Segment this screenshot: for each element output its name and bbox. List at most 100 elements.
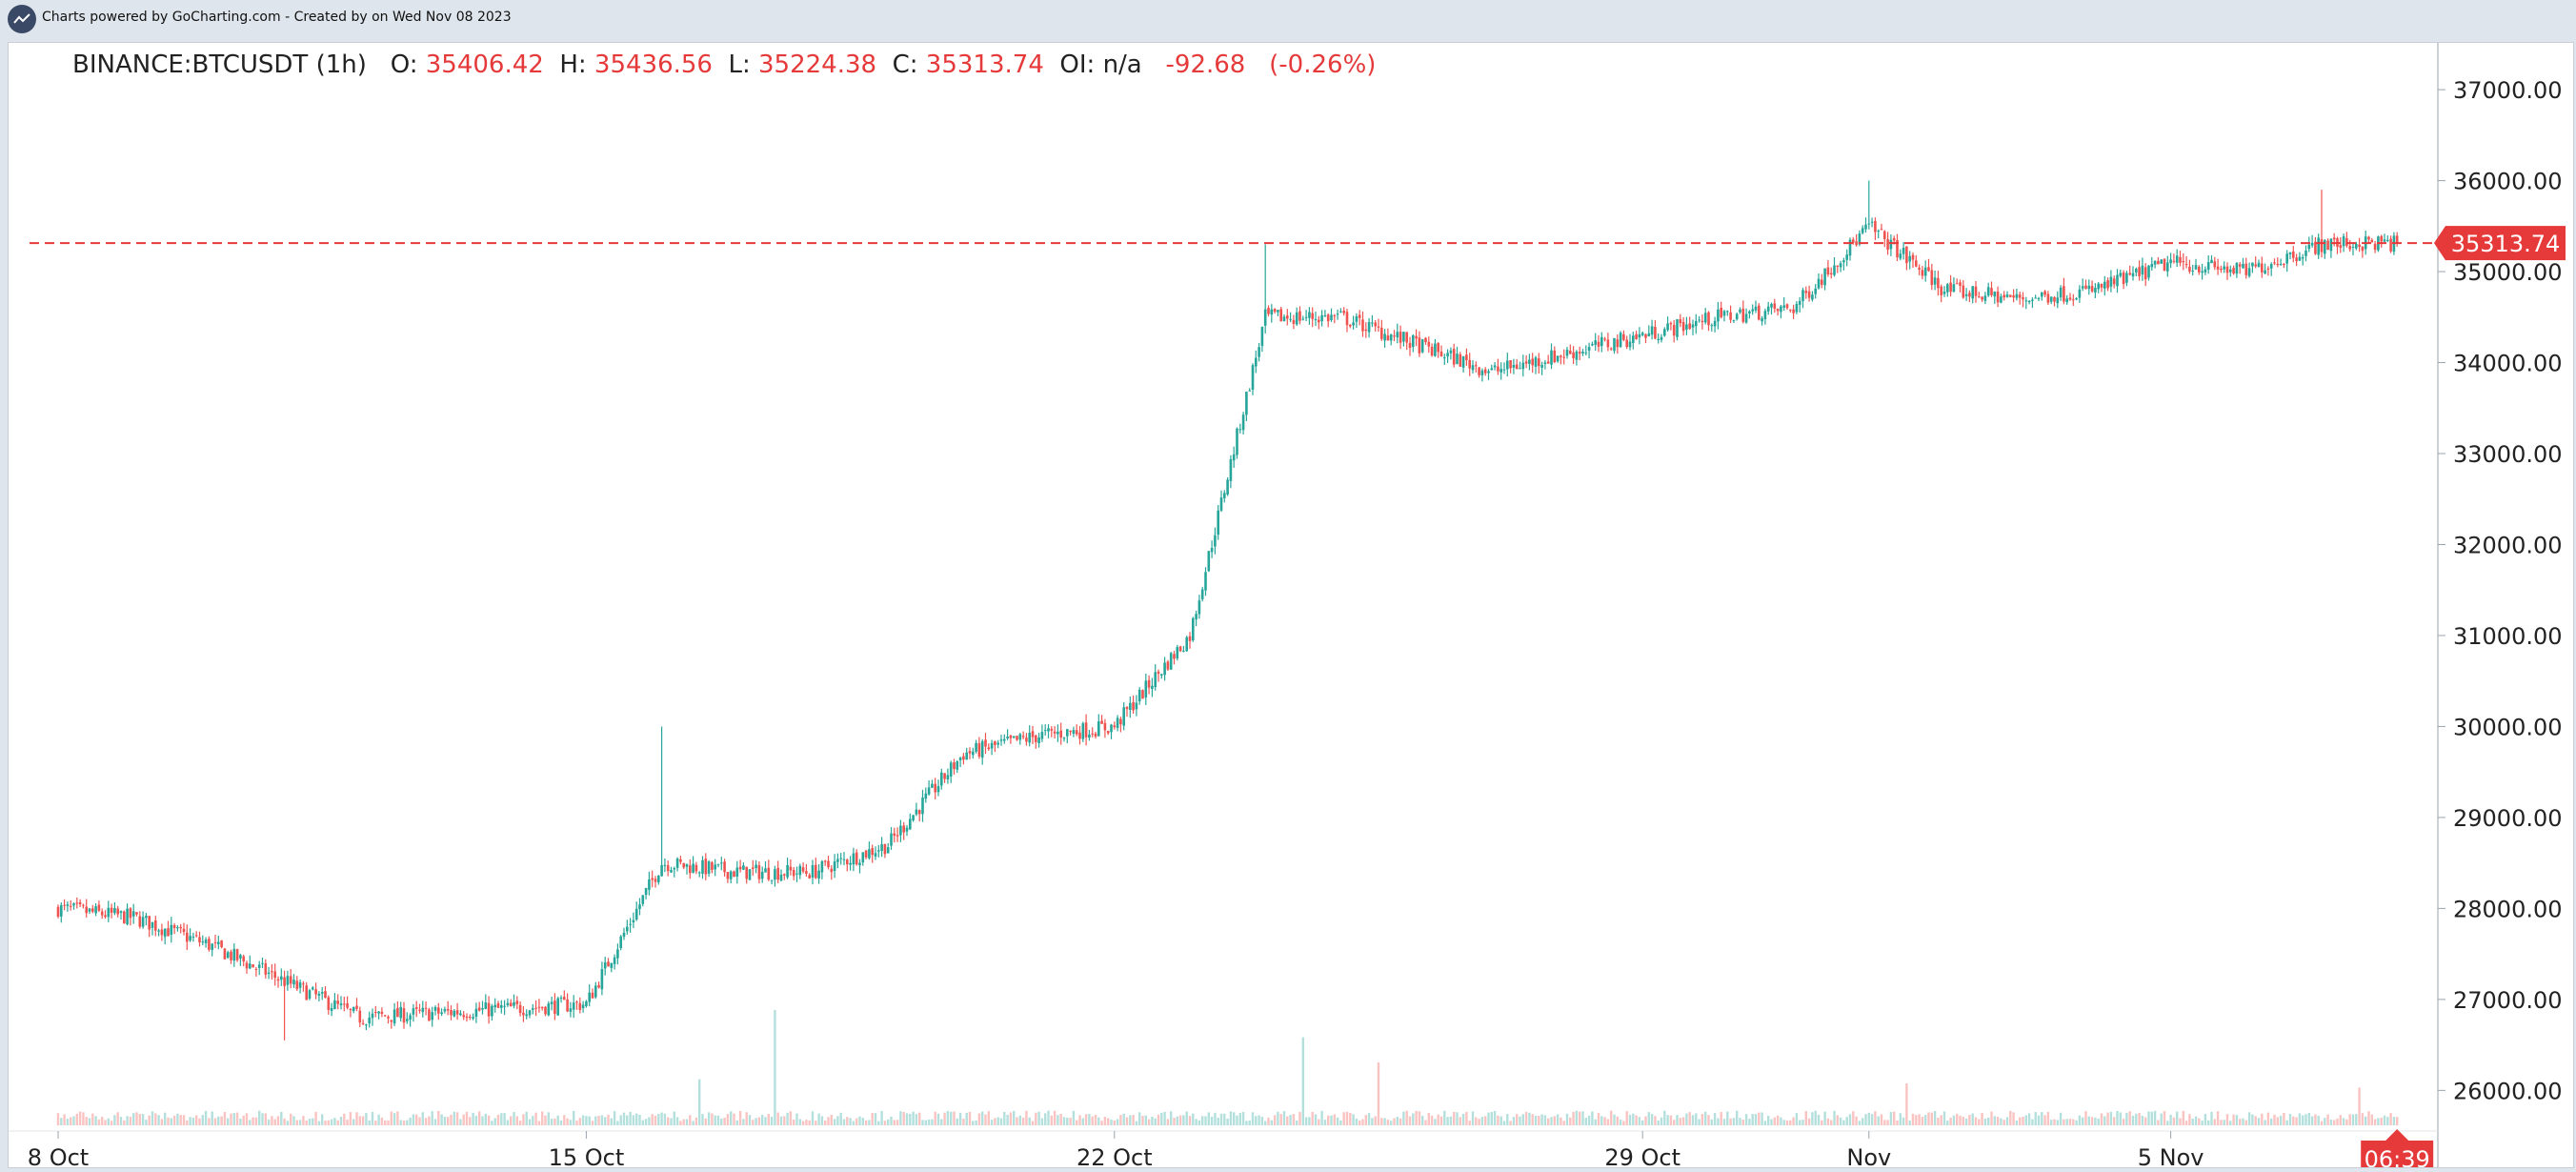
volume-bar [72, 1116, 75, 1125]
volume-bar [1135, 1121, 1138, 1125]
volume-bar [392, 1113, 396, 1125]
open-value: 35406.42 [425, 51, 544, 79]
candle-body [145, 916, 148, 919]
candle-body [689, 865, 692, 874]
candle-body [685, 863, 689, 867]
volume-bar [716, 1115, 720, 1125]
candle-body [2361, 246, 2365, 252]
candle-body [406, 1019, 409, 1021]
volume-bar [1151, 1116, 1154, 1125]
candle-body [2232, 268, 2235, 274]
x-tick-label: 29 Oct [1604, 1144, 1680, 1167]
volume-bar [132, 1113, 135, 1125]
volume-bar [2031, 1119, 2034, 1125]
volume-bar [119, 1117, 123, 1125]
candle-body [1635, 333, 1638, 339]
candle-body [56, 906, 60, 917]
candle-body [2027, 300, 2031, 303]
candle-body [755, 864, 757, 869]
volume-bar [2000, 1118, 2002, 1125]
volume-bar [1789, 1120, 1792, 1125]
candle-body [1770, 303, 1773, 308]
volume-bar [491, 1121, 493, 1125]
chart-area[interactable]: 26000.00 27000.00 28000.00 29000.00 30000.00… [8, 42, 2574, 1168]
volume-bar [484, 1113, 487, 1125]
candle-body [129, 908, 132, 919]
candle-body [1336, 313, 1339, 315]
candle-body [852, 853, 855, 865]
candle-body [2301, 257, 2304, 259]
volume-bar [384, 1120, 387, 1125]
volume-bar [833, 1119, 836, 1125]
volume-bar [437, 1110, 440, 1125]
volume-bar [1229, 1111, 1233, 1125]
volume-bar [1330, 1115, 1333, 1125]
volume-bar [1490, 1111, 1493, 1125]
candle-body [399, 1006, 402, 1019]
volume-bar [912, 1111, 915, 1125]
candle-body [119, 911, 123, 914]
gocharting-logo-icon[interactable] [8, 5, 36, 33]
volume-bar [1013, 1110, 1016, 1125]
candle-body [298, 981, 302, 988]
candle-body [1804, 291, 1808, 293]
volume-bar [380, 1117, 384, 1125]
candle-body [795, 873, 798, 875]
candle-body [2395, 235, 2399, 244]
volume-bar [2094, 1117, 2097, 1125]
candle-body [2201, 271, 2204, 273]
volume-bar [968, 1111, 972, 1125]
candlestick-chart[interactable]: 26000.0027000.0028000.0029000.0030000.00… [9, 43, 2573, 1167]
candle-body [946, 775, 950, 779]
volume-bar [626, 1115, 629, 1125]
volume-bar [1862, 1118, 1864, 1125]
candle-body [317, 993, 321, 996]
volume-bar [421, 1112, 424, 1125]
candle-body [135, 912, 138, 915]
volume-bar [1333, 1114, 1336, 1125]
candle-body [433, 1006, 437, 1011]
candle-body [1040, 732, 1044, 739]
candle-body [160, 929, 164, 936]
candle-body [1946, 284, 1949, 293]
candle-body [1867, 223, 1871, 225]
volume-bar [1619, 1120, 1622, 1125]
candle-body [320, 992, 324, 994]
volume-bar [1949, 1118, 1952, 1125]
candle-body [1238, 429, 1242, 431]
volume-bar [2075, 1120, 2078, 1125]
volume-bar [2131, 1115, 2135, 1125]
candle-body [1361, 319, 1364, 332]
volume-bar [1940, 1115, 1942, 1125]
candle-body [578, 1002, 582, 1010]
y-tick-label: 29000.00 [2453, 805, 2563, 832]
candle-body [352, 1006, 355, 1012]
volume-bar [1424, 1120, 1427, 1125]
volume-bar [302, 1116, 305, 1125]
candle-body [1877, 231, 1880, 232]
volume-bar [2220, 1120, 2223, 1125]
candle-body [336, 1000, 339, 1004]
candle-body [1744, 313, 1748, 323]
volume-bar [591, 1121, 594, 1125]
y-tick-label: 32000.00 [2453, 532, 2563, 558]
volume-bar [2063, 1119, 2065, 1125]
candle-body [1996, 292, 2000, 303]
volume-bar [2090, 1117, 2094, 1125]
candle-body [2175, 255, 2179, 263]
volume-bar [312, 1118, 314, 1125]
candle-body [2285, 253, 2288, 264]
candle-body [936, 786, 940, 793]
candle-body [905, 827, 909, 832]
candle-body [78, 901, 82, 905]
candle-body [2358, 244, 2361, 247]
candle-body [1258, 347, 1260, 357]
candle-body [2116, 274, 2119, 287]
volume-bar [1076, 1120, 1078, 1125]
volume-bar [1499, 1116, 1502, 1125]
candle-body [711, 861, 714, 870]
volume-bar [2128, 1111, 2131, 1125]
volume-bar [1110, 1120, 1113, 1125]
candle-body [60, 904, 63, 917]
candle-body [886, 847, 890, 854]
